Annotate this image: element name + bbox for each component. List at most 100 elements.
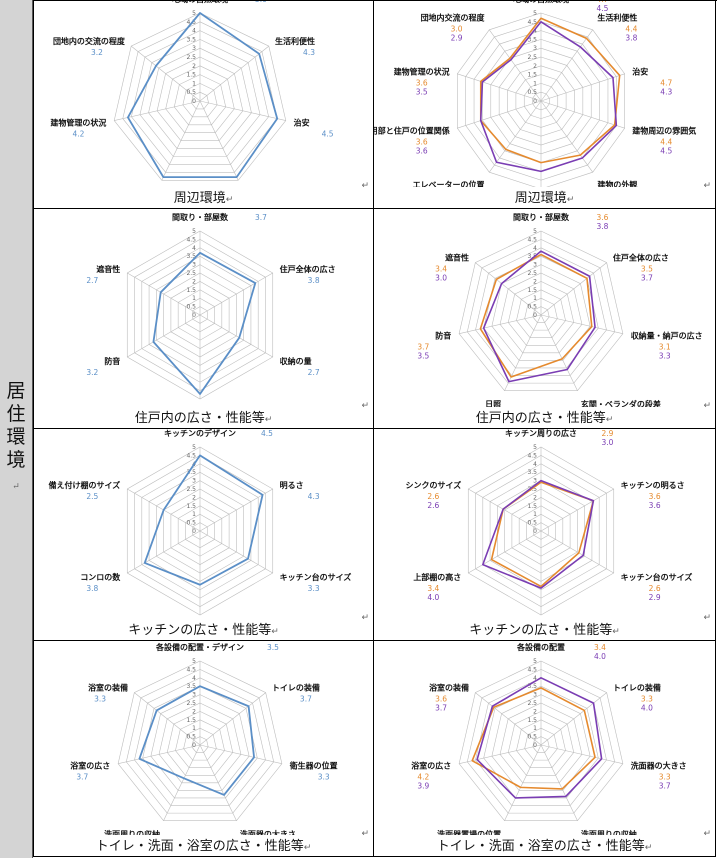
data-label: 3.0 — [451, 24, 463, 33]
data-label: 2.5 — [86, 492, 98, 501]
axis-label: 洗面器置場の位置 — [437, 829, 501, 835]
grid-ring — [156, 56, 244, 141]
grid-spoke — [199, 744, 282, 764]
tick-label: 2.5 — [186, 700, 196, 707]
axis-label: 各設備の配置・デザイン — [155, 642, 244, 652]
grid-ring — [122, 21, 278, 173]
radar-chart-panel: 00.511.522.533.544.55地域の自然環境4.74.5生活利便性4… — [374, 1, 716, 209]
tick-label: 0.5 — [186, 734, 196, 741]
tick-label: 1.5 — [527, 287, 537, 294]
chart-caption: トイレ・洗面・浴室の広さ・性能等↵ — [374, 835, 715, 854]
chart-caption: 住戸内の広さ・性能等↵ — [374, 407, 715, 426]
grid-ring — [532, 736, 550, 753]
grid-spoke — [127, 530, 201, 574]
axis-label: 日照 — [485, 400, 501, 407]
grid-spoke — [540, 100, 593, 173]
tick-label: 4.5 — [186, 666, 196, 673]
data-label: 2.9 — [602, 429, 614, 438]
grid-spoke — [127, 272, 201, 316]
sidebar: 居住環境 ↵ — [0, 0, 33, 858]
tick-label: 0.5 — [527, 304, 537, 311]
grid-ring — [466, 669, 616, 814]
axis-label: シンクのサイズ — [406, 480, 462, 490]
data-label: 3.6 — [649, 501, 661, 510]
tick-label: 2 — [192, 494, 196, 501]
radar-grid — [126, 446, 274, 616]
radar-chart-panel: 0 0.5 1 1.5 2 2.5 3 3.5 4 4.5 5 キッチンのデザイン 4.5 明るさ 4.3 キ… — [34, 429, 374, 641]
axis-label: 上部棚の高さ — [413, 572, 461, 582]
tick-label: 1 — [192, 295, 196, 302]
tick-label: 2 — [533, 494, 537, 501]
chart-caption-text: 住戸内の広さ・性能等 — [134, 411, 265, 426]
tick-label: 5 — [533, 444, 537, 451]
tick-label: 4.5 — [527, 666, 537, 673]
axis-label: 収納の量 — [280, 356, 312, 366]
data-label: 3.8 — [625, 33, 637, 42]
axis-label: 建物管理の状況 — [49, 117, 106, 127]
tick-label: 1 — [533, 80, 537, 87]
data-label: 2.9 — [451, 33, 463, 42]
chart-caption-text: トイレ・洗面・浴室の広さ・性能等 — [436, 839, 645, 854]
grid-spoke — [468, 530, 542, 574]
grid-ring — [532, 306, 550, 323]
grid-ring — [499, 272, 583, 354]
data-label: 4.4 — [625, 24, 637, 33]
data-label: 3.6 — [649, 492, 661, 501]
grid-spoke — [199, 272, 273, 316]
axis-label: 建物の外観 — [596, 180, 637, 187]
grid-ring — [125, 669, 275, 814]
tick-label: 5 — [192, 444, 196, 451]
axis-label: 防音 — [435, 330, 451, 340]
grid-spoke — [199, 530, 273, 574]
data-label: 4.3 — [303, 48, 315, 57]
grid-spoke — [540, 314, 578, 391]
tick-label: 1 — [192, 511, 196, 518]
data-label: 4.2 — [72, 129, 84, 138]
grid-spoke — [540, 488, 614, 532]
axis-label: 治安 — [294, 117, 310, 127]
tick-label: 4 — [192, 245, 196, 252]
data-label: 3.2 — [86, 368, 98, 377]
radar-chart-panel: 0 0.5 1 1.5 2 2.5 3 3.5 4 4.5 5 各設備の配置・デザイン 3.5 トイレの装… — [34, 641, 374, 857]
grid-spoke — [504, 744, 542, 821]
data-label: 3.7 — [76, 772, 88, 781]
tick-label: 3 — [533, 478, 537, 485]
radar-grid — [126, 230, 274, 400]
grid-ring — [113, 12, 287, 181]
tick-label: 1 — [533, 511, 537, 518]
tick-label: 2.5 — [186, 270, 196, 277]
tick-label: 0.5 — [527, 734, 537, 741]
data-label: 3.3 — [318, 772, 330, 781]
grid-spoke — [540, 314, 623, 334]
tick-label: 2 — [192, 708, 196, 715]
data-label: 3.4 — [594, 643, 606, 652]
return-mark: ↵ — [303, 843, 312, 853]
data-label: 3.6 — [416, 78, 428, 87]
grid-ring — [191, 91, 209, 110]
tick-label: 3.5 — [186, 36, 196, 43]
grid-spoke — [457, 100, 542, 129]
tick-label: 0 — [533, 742, 537, 749]
grid-ring — [165, 65, 235, 134]
data-label: 3.7 — [255, 213, 267, 222]
grid-ring — [524, 297, 558, 331]
radar-chart: 00.511.522.533.544.55地域の自然環境4.74.5生活利便性4… — [374, 1, 696, 187]
axis-label: 団地内交流の程度 — [421, 12, 486, 22]
axis-label: キッチンの明るさ — [621, 481, 685, 490]
tick-label: 1.5 — [527, 717, 537, 724]
grid-ring — [458, 660, 624, 821]
tick-label: 2.5 — [527, 486, 537, 493]
series-line — [152, 251, 257, 395]
grid-spoke — [199, 100, 239, 181]
data-label: 4.7 — [597, 1, 609, 4]
tick-label: 2.5 — [527, 54, 537, 61]
axis-label: 住戸全体の広さ — [280, 264, 336, 274]
grid-spoke — [475, 262, 542, 316]
sidebar-title: 居住環境 — [6, 380, 26, 471]
grid-ring — [158, 702, 242, 784]
tick-label: 4.5 — [527, 19, 537, 26]
data-label: 4.3 — [308, 492, 320, 501]
data-label: 2.6 — [649, 584, 661, 593]
data-label: 3.5 — [267, 643, 279, 652]
